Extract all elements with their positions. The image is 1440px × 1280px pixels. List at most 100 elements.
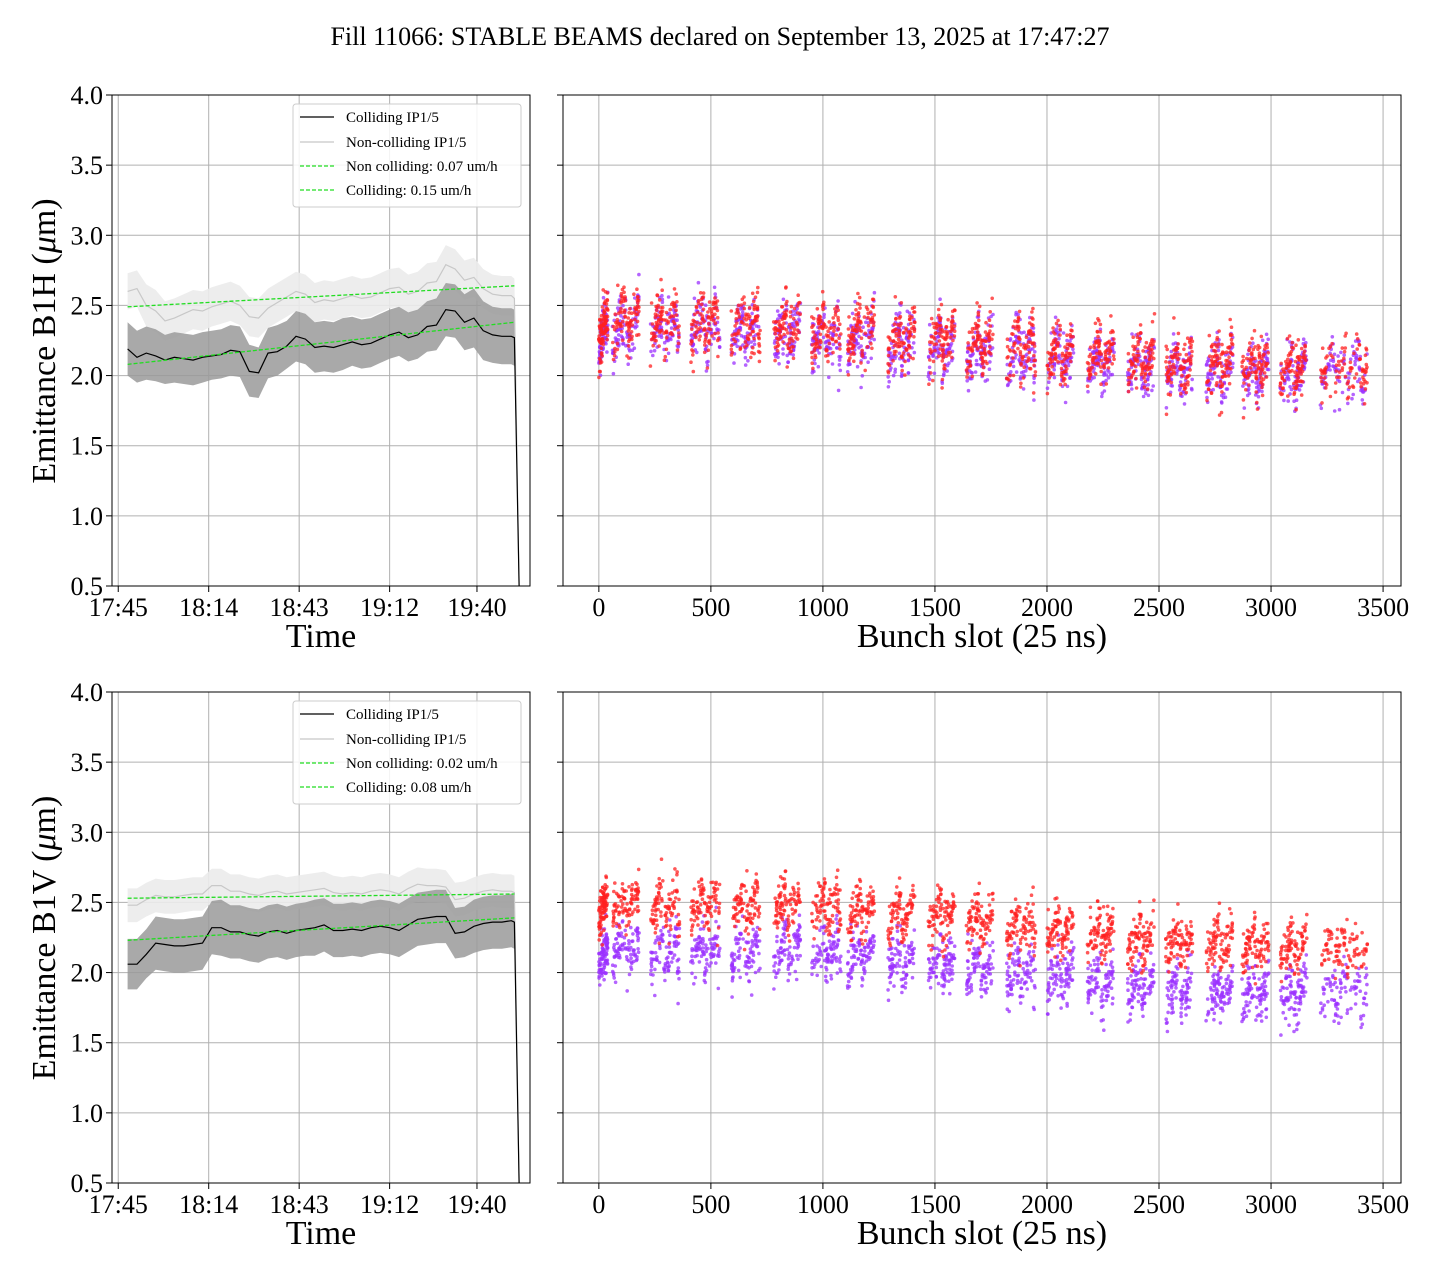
b1v-bunch-bunch-point-b: [778, 946, 783, 950]
b1v-bunch-bunch-point-b: [704, 946, 708, 950]
b1h-bunch-bunch-point-a: [706, 314, 711, 319]
b1v-bunch-bunch-point-b: [903, 956, 908, 960]
b1h-bunch-bunch-point-b: [1108, 373, 1113, 377]
b1h-bunch-bunch-point-a: [949, 329, 953, 334]
b1v-bunch-bunch-point-b: [750, 944, 754, 949]
b1h-time-x-tick-label: 17:45: [89, 593, 148, 622]
b1v-bunch-bunch-point-b: [1013, 972, 1017, 977]
b1h-bunch-bunch-point-a: [1031, 333, 1036, 337]
b1h-bunch-bunch-point-a: [899, 343, 904, 348]
b1h-bunch-bunch-point-b: [615, 328, 620, 332]
b1h-bunch-bunch-point-a: [1024, 335, 1029, 340]
b1h-bunch-bunch-point-a: [598, 369, 602, 374]
b1h-bunch-bunch-point-b: [739, 334, 744, 338]
b1h-bunch-bunch-point-b: [836, 388, 841, 393]
b1v-bunch-bunch-point-b: [810, 960, 814, 965]
b1h-bunch-bunch-point-b: [1340, 390, 1345, 395]
b1h-bunch-bunch-point-a: [784, 327, 789, 332]
b1v-bunch-bunch-point-b: [1067, 985, 1071, 989]
b1v-bunch-bunch-point-b: [1033, 967, 1038, 972]
b1h-bunch-bunch-point-b: [866, 360, 870, 365]
b1h-bunch-bunch-point-b: [1291, 364, 1295, 368]
b1h-bunch-bunch-point-a: [1296, 355, 1300, 359]
b1v-bunch-bunch-point-b: [771, 954, 776, 959]
b1h-bunch-bunch-point-a: [1056, 341, 1060, 345]
b1v-bunch-bunch-point-b: [846, 961, 850, 965]
b1h-bunch-bunch-point-b: [1146, 383, 1150, 387]
b1h-bunch-bunch-point-a: [1136, 353, 1141, 358]
b1h-bunch-bunch-point-a: [1012, 343, 1016, 348]
b1h-bunch-bunch-point-a: [713, 331, 717, 336]
b1h-bunch-bunch-point-a: [1059, 373, 1064, 377]
b1h-bunch-bunch-point-b: [1337, 407, 1342, 412]
b1h-bunch-bunch-point-a: [652, 335, 656, 339]
b1h-bunch-bunch-point-a: [1342, 362, 1347, 366]
b1v-bunch-bunch-point-b: [910, 975, 915, 980]
b1h-bunch-bunch-point-a: [748, 325, 752, 329]
b1h-bunch-bunch-point-a: [1068, 322, 1073, 326]
b1h-bunch-bunch-point-a: [834, 333, 838, 337]
b1h-bunch-bunch-point-b: [1100, 391, 1105, 396]
b1h-bunch-bunch-point-b: [1061, 331, 1066, 335]
b1h-bunch-bunch-point-a: [605, 291, 610, 295]
b1h-bunch-bunch-point-a: [1302, 349, 1307, 354]
b1h-bunch-bunch-point-a: [811, 366, 815, 371]
b1h-bunch-bunch-point-a: [1096, 317, 1100, 321]
b1h-bunch-bunch-point-a: [833, 339, 838, 344]
b1v-time-x-ticks: 17:45 18:14 18:43 19:12 19:40: [89, 1183, 507, 1219]
b1h-bunch-bunch-point-b: [797, 319, 802, 323]
b1h-bunch-bunch-point-b: [1170, 384, 1175, 388]
b1h-bunch-bunch-point-a: [1297, 369, 1302, 373]
b1v-bunch-bunch-point-b: [856, 956, 861, 961]
b1h-bunch-bunch-point-a: [975, 347, 980, 351]
b1h-bunch-bunch-point-b: [831, 342, 836, 347]
b1h-bunch-bunch-point-b: [1189, 386, 1194, 391]
b1h-bunch-bunch-point-a: [1150, 351, 1155, 355]
b1h-bunch-bunch-point-a: [613, 312, 617, 317]
b1h-bunch-bunch-point-a: [1304, 358, 1308, 363]
b1v-bunch-bunch-point-b: [1007, 965, 1011, 969]
b1h-bunch-bunch-point-b: [659, 335, 664, 340]
b1h-bunch-bunch-point-b: [1045, 386, 1050, 391]
b1h-bunch-bunch-point-a: [815, 307, 820, 311]
b1h-bunch-bunch-point-a: [1143, 373, 1147, 377]
b1v-bunch-bunch-point-b: [616, 932, 620, 936]
b1h-bunch-bunch-point-a: [948, 350, 953, 355]
b1h-bunch-bunch-point-a: [789, 349, 794, 353]
b1h-bunch-bunch-point-a: [950, 318, 955, 323]
b1h-bunch-bunch-point-a: [1031, 306, 1035, 311]
b1h-bunch-bunch-point-a: [1032, 353, 1036, 358]
b1h-bunch-bunch-point-a: [938, 316, 943, 321]
b1h-bunch-bunch-point-a: [1013, 350, 1017, 355]
b1h-bunch-bunch-point-a: [869, 341, 873, 346]
b1h-bunch-bunch-point-a: [1220, 364, 1224, 369]
b1v-bunch-bunch-point-b: [794, 977, 799, 982]
b1h-bunch-bunch-point-a: [1189, 354, 1194, 358]
b1h-bunch-bunch-point-a: [811, 330, 815, 334]
b1v-bunch-bunch-point-b: [796, 957, 800, 961]
b1v-bunch-bunch-point-b: [890, 951, 894, 956]
b1h-bunch-bunch-point-a: [1229, 337, 1234, 342]
b1v-bunch-bunch-point-b: [950, 955, 955, 960]
b1h-time-fit-line-colliding: [127, 321, 515, 365]
b1h-bunch-bunch-point-b: [756, 324, 761, 329]
b1h-bunch-bunch-point-a: [1250, 336, 1254, 341]
b1h-bunch-bunch-point-a: [729, 343, 734, 348]
b1h-bunch-bunch-point-a: [744, 317, 748, 322]
b1v-bunch-bunch-point-b: [618, 947, 622, 952]
b1v-bunch-bunch-point-b: [1099, 1019, 1104, 1023]
b1h-bunch-bunch-point-a: [1050, 359, 1055, 364]
b1h-bunch-bunch-point-a: [913, 320, 917, 325]
b1h-bunch-bunch-point-a: [946, 317, 950, 322]
b1h-bunch-bunch-point-a: [892, 349, 897, 354]
b1h-bunch-bunch-point-a: [1188, 357, 1193, 362]
b1h-bunch-bunch-point-a: [1363, 387, 1368, 391]
b1h-bunch-bunch-point-b: [1130, 332, 1134, 336]
b1h-bunch-bunch-point-a: [1184, 352, 1189, 357]
b1h-bunch-bunch-point-a: [699, 297, 704, 302]
b1h-bunch-bunch-point-b: [626, 362, 630, 367]
b1v-bunch-bunch-point-b: [1059, 984, 1063, 989]
b1h-bunch-x-tick-label: 3500: [1357, 593, 1409, 622]
b1h-legend-label-fit-colliding: Colliding: 0.15 um/h: [346, 183, 472, 199]
b1h-bunch-bunch-point-a: [897, 316, 902, 320]
